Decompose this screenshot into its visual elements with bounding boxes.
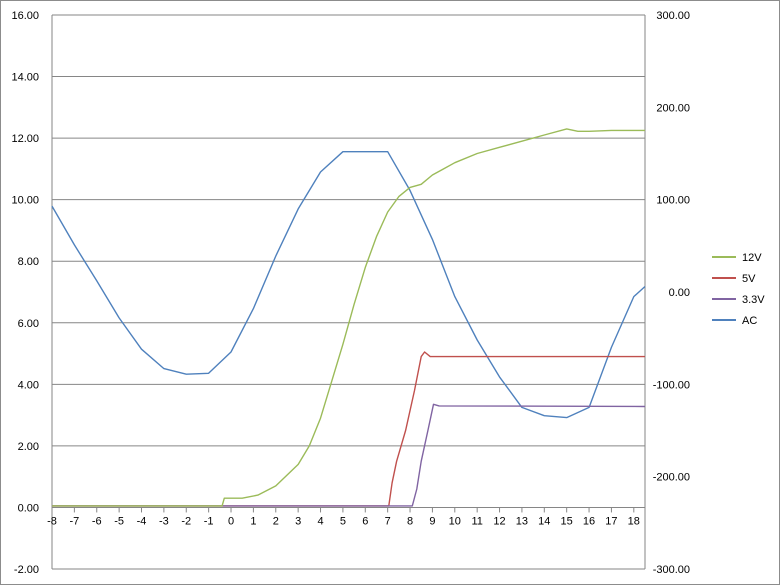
legend-label-12v: 12V bbox=[742, 252, 762, 264]
axes: -2.000.002.004.006.008.0010.0012.0014.00… bbox=[11, 10, 690, 576]
y2-tick-label: -100.00 bbox=[653, 379, 690, 391]
x-tick-label: 4 bbox=[317, 515, 323, 527]
y-tick-label: 8.00 bbox=[18, 256, 39, 268]
y-tick-label: 2.00 bbox=[18, 441, 39, 453]
x-tick-label: 10 bbox=[449, 515, 461, 527]
y2-tick-label: 0.00 bbox=[669, 287, 690, 299]
series-line-ac bbox=[51, 151, 646, 419]
legend-label-3-3v: 3.3V bbox=[742, 294, 765, 306]
x-tick-label: -3 bbox=[159, 515, 169, 527]
series-line-12v bbox=[52, 128, 645, 507]
legend-label-ac: AC bbox=[742, 315, 757, 327]
gridlines bbox=[52, 14, 645, 570]
x-tick-label: -5 bbox=[114, 515, 124, 527]
x-tick-label: 14 bbox=[538, 515, 550, 527]
x-tick-label: 13 bbox=[516, 515, 528, 527]
x-tick-label: 5 bbox=[340, 515, 346, 527]
x-tick-label: 18 bbox=[628, 515, 640, 527]
series-line-3-3v bbox=[52, 403, 646, 507]
y2-tick-label: 100.00 bbox=[656, 195, 690, 207]
x-tick-label: -2 bbox=[181, 515, 191, 527]
y2-tick-label: -300.00 bbox=[653, 564, 690, 576]
x-tick-label: 9 bbox=[429, 515, 435, 527]
y-tick-label: 14.00 bbox=[11, 72, 39, 84]
x-tick-label: -4 bbox=[137, 515, 147, 527]
x-tick-label: -6 bbox=[92, 515, 102, 527]
y2-tick-label: -200.00 bbox=[653, 472, 690, 484]
y-tick-label: 0.00 bbox=[18, 502, 39, 514]
legend: 12V 5V 3.3V AC bbox=[712, 252, 765, 327]
x-tick-label: -1 bbox=[204, 515, 214, 527]
x-tick-label: 17 bbox=[605, 515, 617, 527]
legend-label-5v: 5V bbox=[742, 273, 756, 285]
x-tick-label: 6 bbox=[362, 515, 368, 527]
y-tick-label: 16.00 bbox=[11, 10, 39, 22]
x-tick-label: 8 bbox=[407, 515, 413, 527]
x-tick-label: 12 bbox=[493, 515, 505, 527]
x-tick-label: 2 bbox=[273, 515, 279, 527]
y2-tick-label: 300.00 bbox=[656, 10, 690, 22]
x-tick-label: 7 bbox=[385, 515, 391, 527]
x-tick-label: -7 bbox=[69, 515, 79, 527]
x-tick-label: 16 bbox=[583, 515, 595, 527]
x-tick-label: 1 bbox=[250, 515, 256, 527]
x-tick-label: 3 bbox=[295, 515, 301, 527]
series-line-5v bbox=[52, 351, 645, 507]
y-tick-label: 10.00 bbox=[11, 195, 39, 207]
y-tick-label: 12.00 bbox=[11, 133, 39, 145]
y-tick-label: -2.00 bbox=[14, 564, 39, 576]
x-tick-label: 15 bbox=[561, 515, 573, 527]
y-tick-label: 4.00 bbox=[18, 379, 39, 391]
x-tick-label: 0 bbox=[228, 515, 234, 527]
y2-tick-label: 200.00 bbox=[656, 102, 690, 114]
x-tick-label: -8 bbox=[47, 515, 57, 527]
series-lines bbox=[51, 128, 646, 507]
x-tick-label: 11 bbox=[471, 515, 482, 527]
y-tick-label: 6.00 bbox=[18, 318, 39, 330]
